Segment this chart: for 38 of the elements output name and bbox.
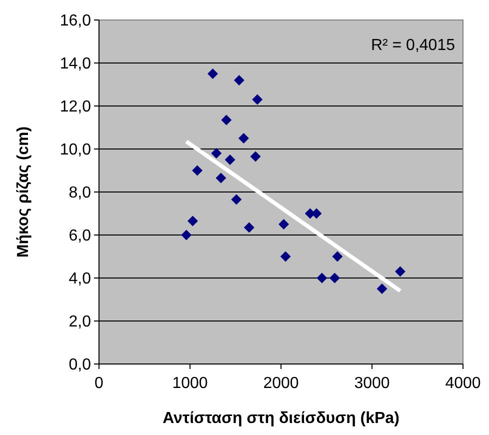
point <box>234 74 244 86</box>
point <box>192 165 203 176</box>
x-tick-label: 0 <box>94 375 104 392</box>
point <box>252 94 263 105</box>
point <box>332 251 343 262</box>
point <box>278 219 289 230</box>
point <box>211 148 222 159</box>
point <box>250 151 261 162</box>
y-tick-label: 14,0 <box>60 56 92 73</box>
y-tick-label: 8,0 <box>68 184 92 202</box>
point <box>238 133 249 144</box>
point <box>316 272 328 284</box>
point <box>187 216 198 226</box>
point <box>216 172 226 184</box>
y-tick-label: 6,0 <box>68 228 92 245</box>
y-axis-title: Μήκος ρίζας (cm) <box>15 126 32 258</box>
y-tick-label: 4,0 <box>68 270 92 288</box>
y-tick-label: 2,0 <box>68 314 92 331</box>
x-tick-label: 3000 <box>354 375 390 392</box>
point <box>221 114 232 126</box>
x-axis-title: Αντίσταση στη διείσδυση (kPa) <box>162 410 400 427</box>
point <box>208 68 218 79</box>
point <box>329 272 340 284</box>
y-tick-label: 10,0 <box>60 142 92 159</box>
y-tick-label: 0,0 <box>68 356 92 374</box>
point <box>224 154 236 165</box>
x-tick-label: 2000 <box>263 375 299 392</box>
x-tick-label: 1000 <box>172 375 208 392</box>
point <box>376 284 388 294</box>
point <box>231 194 242 205</box>
point <box>181 230 192 240</box>
y-tick-label: 16,0 <box>60 12 92 30</box>
x-tick-label: 4000 <box>445 375 481 392</box>
point <box>394 266 406 277</box>
annotation: R² = 0,4015 <box>370 37 456 54</box>
point <box>280 251 291 262</box>
y-tick-label: 12,0 <box>60 98 92 116</box>
point <box>244 222 254 233</box>
